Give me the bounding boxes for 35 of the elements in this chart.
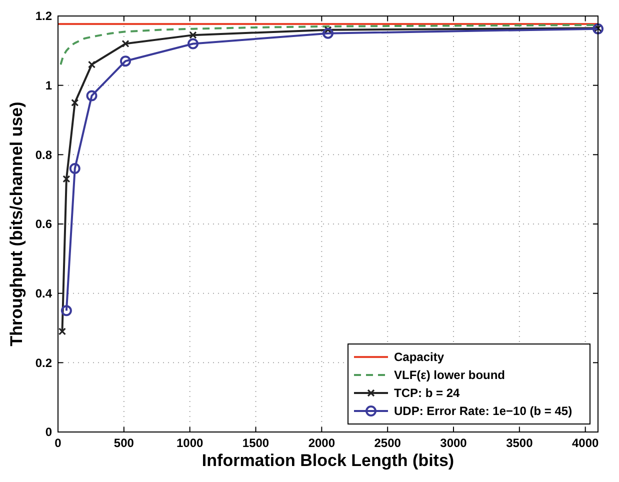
point xyxy=(188,38,198,50)
x-tick-label: 0 xyxy=(54,436,62,450)
point xyxy=(189,31,197,39)
point xyxy=(322,28,334,39)
point xyxy=(120,56,131,67)
y-tick-label: 0 xyxy=(45,425,52,440)
point xyxy=(62,175,70,183)
point xyxy=(69,163,80,174)
y-tick-label: 0.6 xyxy=(35,217,52,232)
y-tick-label: 0.8 xyxy=(35,148,52,162)
point xyxy=(71,98,79,106)
point xyxy=(122,40,130,48)
point xyxy=(58,328,66,336)
x-tick-label: 4000 xyxy=(572,436,600,450)
x-tick-label: 1500 xyxy=(242,436,270,450)
legend-label: VLF(ε) lower bound xyxy=(394,368,506,382)
x-axis-title: Information Block Length (bits) xyxy=(202,451,454,470)
x-tick-label: 3500 xyxy=(506,436,534,450)
legend-label: UDP: Error Rate: 1e−10 (b = 45) xyxy=(394,404,572,418)
y-tick-label: 0.4 xyxy=(35,286,52,301)
x-tick-label: 500 xyxy=(114,436,134,450)
legend-label: Capacity xyxy=(394,350,444,364)
y-tick-label: 0.2 xyxy=(35,356,52,370)
point xyxy=(60,305,72,316)
y-tick-label: 1 xyxy=(45,78,52,93)
point xyxy=(592,23,604,34)
y-axis-title: Throughput (bits/channel use) xyxy=(7,102,26,346)
y-tick-label: 1.2 xyxy=(35,9,52,24)
x-tick-label: 3000 xyxy=(440,436,468,450)
x-tick-label: 2500 xyxy=(374,436,402,450)
point xyxy=(86,90,98,102)
legend-label: TCP: b = 24 xyxy=(394,386,460,400)
x-tick-label: 1000 xyxy=(176,436,204,450)
point xyxy=(88,60,96,68)
x-tick-label: 2000 xyxy=(308,436,336,450)
